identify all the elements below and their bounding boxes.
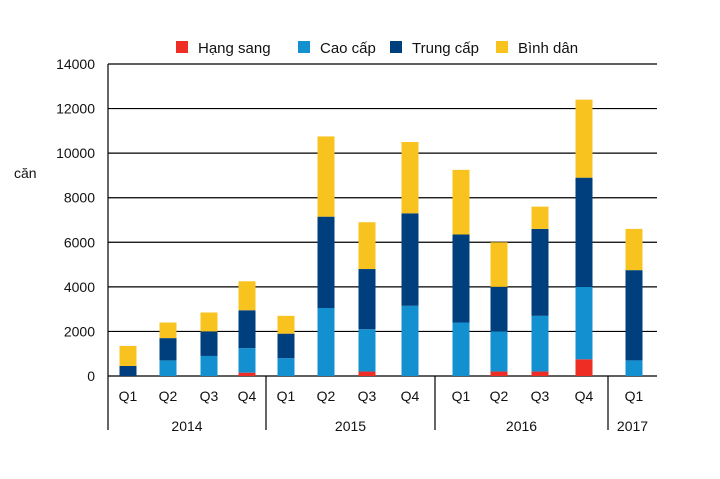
bar-segment bbox=[238, 348, 256, 373]
x-tick-label: Q1 bbox=[277, 388, 296, 404]
y-tick-label: 12000 bbox=[56, 101, 95, 117]
bar-segment bbox=[575, 177, 593, 287]
y-tick-label: 14000 bbox=[56, 56, 95, 72]
bar-segment bbox=[277, 358, 295, 376]
bar-segment bbox=[490, 286, 508, 332]
bar-segment bbox=[317, 308, 335, 376]
bar-segment bbox=[238, 310, 256, 349]
bar-segment bbox=[159, 338, 177, 361]
bar-segment bbox=[625, 270, 643, 361]
bar-segment bbox=[119, 365, 137, 376]
bar-segment bbox=[531, 371, 549, 376]
x-tick-label: Q4 bbox=[401, 388, 420, 404]
y-tick-label: 8000 bbox=[64, 190, 95, 206]
bar-segment bbox=[200, 312, 218, 332]
x-axis: Q1 Q2 Q3 Q4 Q1 Q2 Q3 Q4 Q1 Q2 Q3 Q4 Q1 2014 2015 2016 20… bbox=[107, 64, 648, 434]
bar-segment bbox=[159, 322, 177, 339]
bar-segment bbox=[358, 269, 376, 330]
bar-segment bbox=[317, 216, 335, 309]
legend-swatch bbox=[176, 41, 188, 53]
x-tick-label: Q3 bbox=[531, 388, 550, 404]
x-tick-label: Q3 bbox=[200, 388, 219, 404]
bar-segment bbox=[238, 372, 256, 376]
legend-swatch bbox=[390, 41, 402, 53]
bar-segment bbox=[401, 142, 419, 214]
bar-segment bbox=[531, 315, 549, 372]
year-group-label: 2017 bbox=[617, 418, 648, 434]
bar-segment bbox=[119, 345, 137, 366]
bar-segment bbox=[277, 315, 295, 334]
legend: Hạng sang Cao cấp Trung cấp Bình dân bbox=[176, 40, 578, 57]
x-tick-label: Q4 bbox=[238, 388, 257, 404]
y-tick-label: 0 bbox=[87, 368, 95, 384]
legend-swatch bbox=[298, 41, 310, 53]
bar-segment bbox=[575, 286, 593, 360]
y-axis-ticks: 0 2000 4000 6000 8000 10000 12000 14000 bbox=[56, 56, 95, 384]
y-axis-label: căn bbox=[14, 165, 37, 181]
bar-segment bbox=[358, 371, 376, 376]
legend-swatch bbox=[496, 41, 508, 53]
bar-segment bbox=[200, 355, 218, 376]
bar-segment bbox=[238, 281, 256, 311]
x-tick-label: Q1 bbox=[452, 388, 471, 404]
x-tick-label: Q2 bbox=[317, 388, 336, 404]
bar-segment bbox=[531, 206, 549, 229]
legend-label: Hạng sang bbox=[198, 40, 271, 57]
y-tick-label: 10000 bbox=[56, 145, 95, 161]
bar-segment bbox=[490, 331, 508, 372]
bar-segment bbox=[401, 213, 419, 306]
bar-segment bbox=[575, 359, 593, 376]
x-tick-label: Q2 bbox=[490, 388, 509, 404]
bar-segment bbox=[625, 228, 643, 271]
x-tick-label: Q4 bbox=[575, 388, 594, 404]
bar-segment bbox=[277, 333, 295, 359]
legend-label: Trung cấp bbox=[412, 40, 479, 57]
legend-label: Bình dân bbox=[518, 40, 578, 57]
bar-segment bbox=[575, 99, 593, 178]
legend-label: Cao cấp bbox=[320, 40, 376, 57]
bar-segment bbox=[159, 360, 177, 376]
y-tick-label: 4000 bbox=[64, 279, 95, 295]
y-tick-label: 6000 bbox=[64, 234, 95, 250]
bar-segment bbox=[200, 331, 218, 356]
x-tick-label: Q3 bbox=[358, 388, 377, 404]
x-tick-label: Q1 bbox=[119, 388, 138, 404]
bar-segment bbox=[625, 360, 643, 376]
year-group-label: 2015 bbox=[335, 418, 366, 434]
bar-segment bbox=[490, 242, 508, 287]
gridlines bbox=[108, 63, 657, 377]
bar-segment bbox=[401, 305, 419, 376]
bars bbox=[119, 99, 643, 376]
year-group-label: 2016 bbox=[506, 418, 537, 434]
bar-segment bbox=[452, 234, 470, 323]
bar-segment bbox=[531, 228, 549, 316]
x-tick-label: Q2 bbox=[159, 388, 178, 404]
bar-segment bbox=[358, 222, 376, 270]
bar-segment bbox=[358, 329, 376, 372]
y-tick-label: 2000 bbox=[64, 323, 95, 339]
year-group-label: 2014 bbox=[171, 418, 202, 434]
x-tick-label: Q1 bbox=[625, 388, 644, 404]
bar-segment bbox=[452, 169, 470, 235]
bar-segment bbox=[452, 322, 470, 376]
bar-segment bbox=[317, 136, 335, 217]
bar-segment bbox=[490, 371, 508, 376]
